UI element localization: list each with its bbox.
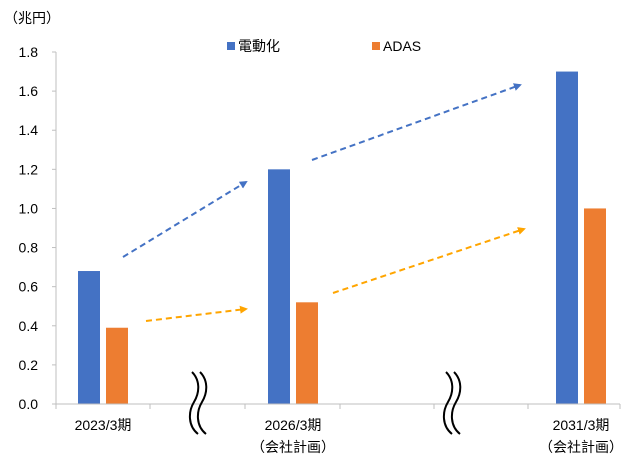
bar-adas-2 (296, 302, 318, 404)
bar-adas-1 (106, 327, 128, 404)
y-tick-label: 0.2 (19, 357, 39, 373)
y-tick-label: 0.0 (19, 396, 39, 412)
bar-electrification-2 (268, 169, 290, 404)
bar-adas-3 (584, 208, 606, 404)
legend-swatch-adas (372, 42, 380, 50)
trend-arrow-adas-2 (332, 227, 526, 294)
y-tick-label: 1.8 (19, 44, 39, 60)
trend-arrow-electrification-2 (311, 83, 522, 161)
trend-arrow-electrification-1 (122, 180, 248, 258)
axis-break-1 (188, 371, 208, 435)
y-axis-ticks: 0.0 0.2 0.4 0.6 0.8 1.0 1.2 1.4 1.6 1.8 (19, 44, 56, 412)
y-unit-label: （兆円） (4, 10, 60, 26)
legend-label-electrification: 電動化 (238, 38, 280, 54)
bar-electrification-3 (556, 71, 578, 405)
axis-break-2 (442, 371, 462, 435)
bar-electrification-1 (78, 271, 100, 404)
y-tick-label: 1.2 (19, 161, 39, 177)
trend-arrow-adas-1 (145, 305, 248, 322)
category-label: 2026/3期 (265, 417, 322, 433)
y-tick-label: 1.4 (19, 122, 39, 138)
y-tick-label: 0.4 (19, 318, 39, 334)
y-tick-label: 0.6 (19, 279, 39, 295)
category-label: 2031/3期 (553, 417, 610, 433)
category-sublabel: （会社計画） (539, 439, 623, 455)
x-axis-ticks (55, 404, 621, 409)
y-tick-label: 0.8 (19, 240, 39, 256)
category-label: 2023/3期 (75, 417, 132, 433)
category-sublabel: （会社計画） (251, 439, 335, 455)
bars (78, 71, 606, 405)
y-tick-label: 1.0 (19, 200, 39, 216)
category-labels: 2023/3期 2026/3期 （会社計画） 2031/3期 （会社計画） (75, 417, 623, 455)
legend-label-adas: ADAS (383, 38, 421, 54)
legend-swatch-electrification (227, 42, 235, 50)
y-tick-label: 1.6 (19, 83, 39, 99)
legend: 電動化 ADAS (227, 38, 421, 54)
